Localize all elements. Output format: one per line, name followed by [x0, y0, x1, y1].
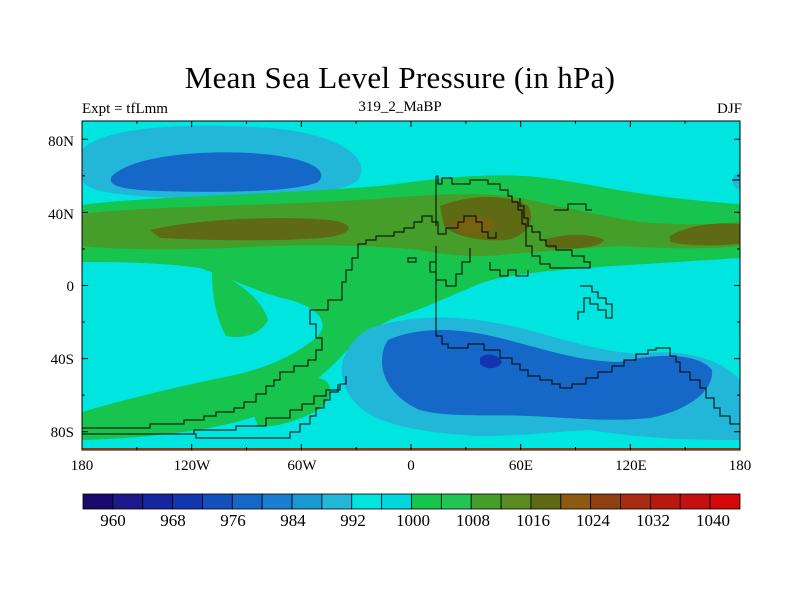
- y-tick-label-40s: 40S: [51, 352, 74, 368]
- colorbar-label-1016: 1016: [516, 511, 550, 530]
- colorbar-box: [709, 493, 741, 510]
- colorbar-box: [291, 493, 323, 510]
- colorbar-box: [560, 493, 592, 510]
- colorbar-box: [440, 493, 472, 510]
- colorbar-box: [530, 493, 562, 510]
- y-tick-label-80s: 80S: [51, 425, 74, 441]
- indian-high-1016: [544, 234, 604, 249]
- x-tick-labels: 180 120W 60W 0 60E 120E 180: [71, 458, 752, 474]
- colorbar: [82, 493, 741, 510]
- colorbar-label-960: 960: [100, 511, 126, 530]
- x-tick-label-120w: 120W: [174, 458, 212, 474]
- x-tick-label-180e: 180: [729, 458, 752, 474]
- colorbar-box: [411, 493, 442, 510]
- colorbar-label-1040: 1040: [696, 511, 730, 530]
- y-tick-label-80n: 80N: [48, 134, 74, 150]
- southern-ocean-low-980: [382, 330, 713, 420]
- colorbar-box: [82, 493, 114, 510]
- colorbar-box: [381, 493, 412, 510]
- asia-high-1020: [452, 216, 496, 234]
- season-label: DJF: [716, 101, 742, 117]
- colorbar-box: [351, 493, 383, 510]
- colorbar-label-992: 992: [340, 511, 366, 530]
- x-tick-label-60e: 60E: [509, 458, 533, 474]
- colorbar-box: [650, 493, 681, 510]
- colorbar-labels: 960 968 976 984 992 1000 1008 1016 1024 …: [100, 511, 730, 530]
- colorbar-label-976: 976: [220, 511, 246, 530]
- plot-title: Mean Sea Level Pressure (in hPa): [184, 60, 616, 95]
- atlantic-south-high: [250, 378, 330, 427]
- period-label: 319_2_MaBP: [358, 99, 442, 115]
- experiment-label: Expt = tfLmm: [82, 101, 168, 117]
- x-tick-label-180w: 180: [71, 458, 94, 474]
- colorbar-label-984: 984: [280, 511, 306, 530]
- colorbar-label-1024: 1024: [576, 511, 611, 530]
- colorbar-label-1008: 1008: [456, 511, 490, 530]
- axis-ticks: [81, 121, 741, 450]
- continent-outline: [82, 175, 740, 439]
- y-tick-labels: 80N 40N 0 40S 80S: [48, 134, 74, 441]
- subtropical-high-east-pacific: [212, 270, 268, 338]
- coastlines: [82, 175, 740, 439]
- y-tick-label-0: 0: [67, 279, 75, 295]
- colorbar-box: [231, 493, 263, 510]
- southern-ocean-low-976: [480, 354, 502, 369]
- colorbar-box: [112, 493, 144, 510]
- colorbar-box: [620, 493, 651, 510]
- colorbar-label-968: 968: [160, 511, 186, 530]
- colorbar-box: [202, 493, 233, 510]
- colorbar-box: [500, 493, 532, 510]
- colorbar-box: [590, 493, 621, 510]
- colorbar-label-1000: 1000: [396, 511, 430, 530]
- x-tick-label-120e: 120E: [615, 458, 647, 474]
- contour-field: [82, 121, 740, 450]
- north-atlantic-high-1016: [150, 218, 349, 241]
- colorbar-label-1032: 1032: [636, 511, 670, 530]
- north-pacific-low-core: [110, 152, 322, 192]
- x-tick-label-60w: 60W: [287, 458, 317, 474]
- east-edge-low: [732, 172, 740, 190]
- colorbar-box: [172, 493, 203, 510]
- colorbar-box: [142, 493, 173, 510]
- colorbar-box: [470, 493, 502, 510]
- colorbar-box: [321, 493, 353, 510]
- colorbar-box: [261, 493, 293, 510]
- pacific-high-1016: [670, 223, 740, 246]
- colorbar-box: [679, 493, 711, 510]
- y-tick-label-40n: 40N: [48, 207, 74, 223]
- x-tick-label-0: 0: [407, 458, 415, 474]
